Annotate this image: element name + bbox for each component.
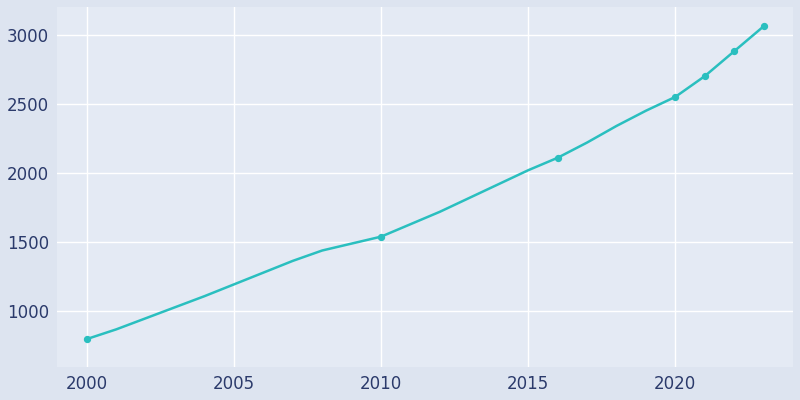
Point bbox=[728, 48, 741, 54]
Point bbox=[698, 73, 711, 79]
Point bbox=[81, 336, 94, 342]
Point bbox=[669, 94, 682, 100]
Point bbox=[758, 23, 770, 30]
Point bbox=[551, 154, 564, 161]
Point bbox=[374, 234, 387, 240]
